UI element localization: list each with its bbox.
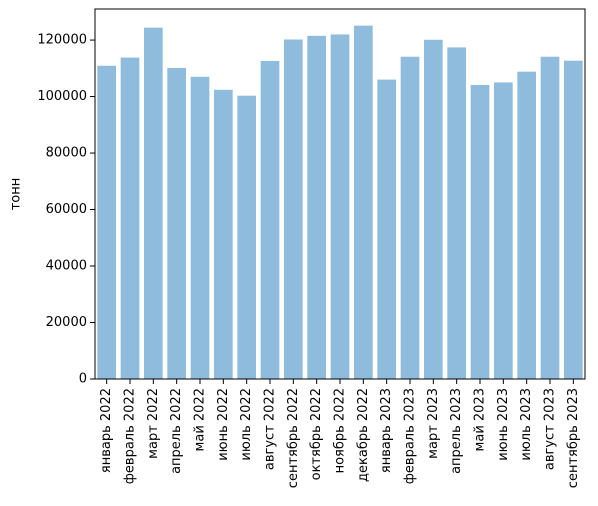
y-tick-label: 120000 <box>37 33 87 48</box>
y-tick-label: 40000 <box>46 259 87 274</box>
bar <box>284 39 303 379</box>
y-axis-label: тонн <box>9 178 24 211</box>
bar <box>260 60 280 379</box>
bar <box>214 89 233 379</box>
bar <box>307 35 326 379</box>
x-tick-label: июль 2022 <box>239 388 254 461</box>
y-tick-label: 100000 <box>37 89 87 104</box>
x-tick-label: июнь 2023 <box>496 388 511 461</box>
x-tick-label: октябрь 2022 <box>309 388 324 480</box>
x-axis: январь 2022 февраль 2022 март 2022 апрель 2… <box>99 379 581 488</box>
bar <box>470 84 490 379</box>
x-tick-label: август 2023 <box>543 388 558 470</box>
x-tick-label: декабрь 2022 <box>356 388 371 482</box>
y-tick-label: 60000 <box>46 202 87 217</box>
x-tick-label: май 2023 <box>473 388 488 451</box>
bar <box>564 60 583 379</box>
y-tick-label: 20000 <box>46 315 87 330</box>
x-tick-label: ноябрь 2022 <box>333 388 348 473</box>
x-tick-label: август 2022 <box>263 388 278 470</box>
y-tick-label: 0 <box>79 372 87 387</box>
x-tick-label: февраль 2022 <box>123 388 138 484</box>
x-tick-label: сентябрь 2022 <box>286 388 301 488</box>
x-tick-label: январь 2022 <box>99 388 114 473</box>
bar <box>237 95 256 380</box>
y-axis: 0 20000 40000 60000 80000 100000 120000 <box>37 33 95 387</box>
x-tick-label: февраль 2023 <box>403 388 418 484</box>
bar <box>400 56 420 379</box>
x-tick-label: сентябрь 2023 <box>566 388 581 488</box>
bar <box>330 34 350 380</box>
bar <box>494 82 513 379</box>
bar <box>377 79 396 380</box>
x-tick-label: март 2023 <box>426 388 441 459</box>
bar <box>190 76 210 379</box>
plot-frame <box>94 8 586 380</box>
x-tick-label: июнь 2022 <box>216 388 231 461</box>
bar <box>97 65 116 380</box>
x-tick-label: июль 2023 <box>519 388 534 461</box>
x-tick-label: январь 2023 <box>379 388 394 473</box>
x-tick-label: май 2022 <box>193 388 208 451</box>
bar <box>517 71 536 379</box>
bar <box>120 57 140 379</box>
x-tick-label: апрель 2023 <box>449 388 464 474</box>
bar <box>144 27 163 379</box>
bar <box>354 25 373 379</box>
bars-layer <box>97 25 583 380</box>
x-tick-label: март 2022 <box>146 388 161 459</box>
y-tick-label: 80000 <box>46 146 87 161</box>
bar <box>540 56 560 379</box>
x-tick-label: апрель 2022 <box>169 388 184 474</box>
bar <box>167 68 186 379</box>
bar <box>447 47 466 379</box>
bar <box>424 39 443 379</box>
